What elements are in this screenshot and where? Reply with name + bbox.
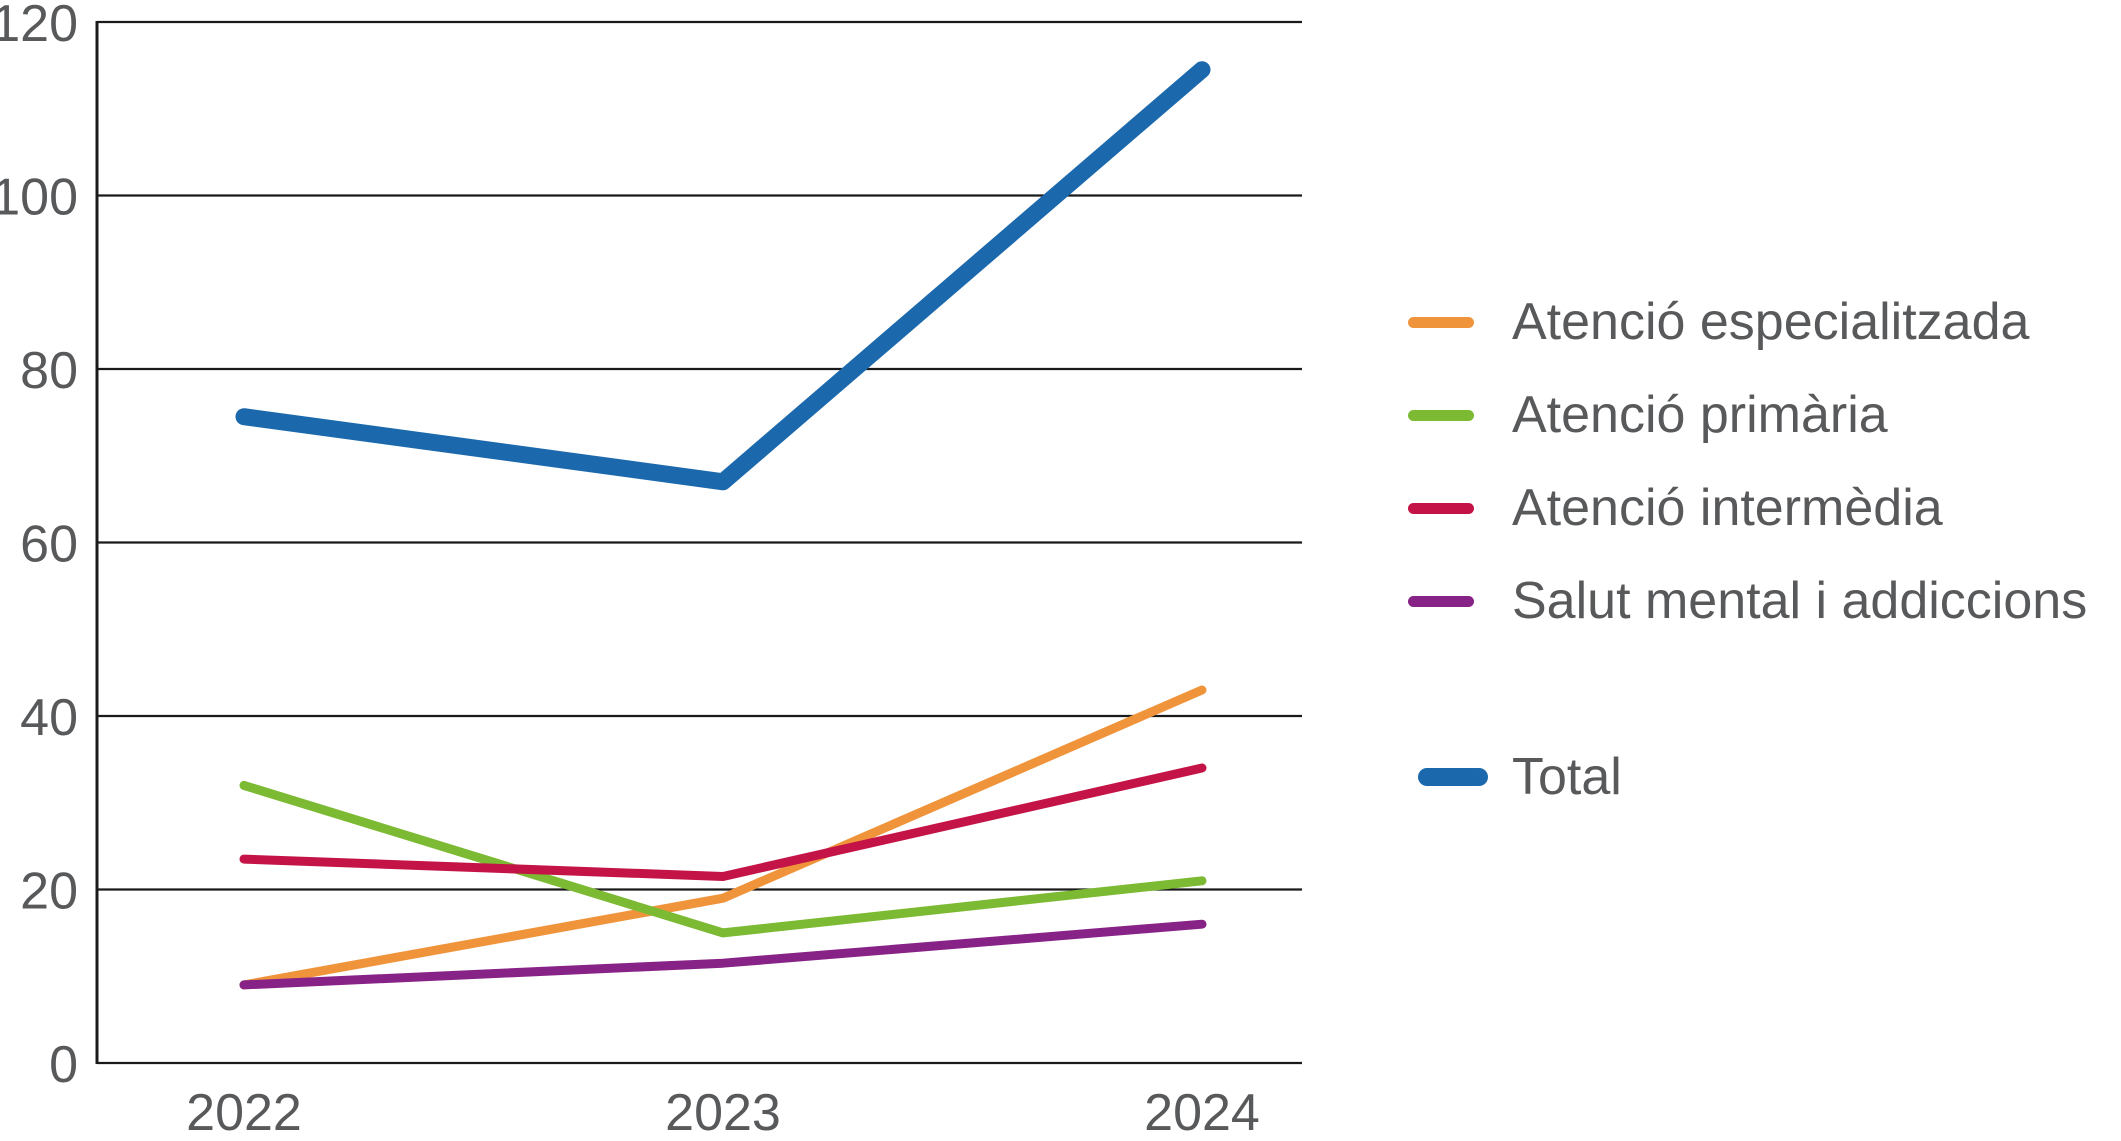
legend-label: Atenció intermèdia bbox=[1512, 479, 1943, 537]
legend-item-atencio-intermedia: Atenció intermèdia bbox=[1408, 476, 1943, 540]
legend-item-atencio-primaria: Atenció primària bbox=[1408, 383, 1888, 447]
legend-swatch-box bbox=[1408, 409, 1512, 421]
series-line-atencio-especialitzada bbox=[239, 685, 1207, 990]
legend-label: Atenció primària bbox=[1512, 386, 1888, 444]
legend-item-atencio-especialitzada: Atenció especialitzada bbox=[1408, 290, 2029, 354]
legend-swatch-box bbox=[1408, 595, 1512, 607]
legend-line-swatch-green bbox=[1408, 409, 1474, 421]
legend-item-total: Total bbox=[1408, 745, 1622, 809]
legend-swatch-box bbox=[1408, 316, 1512, 328]
x-tick-label-2024: 2024 bbox=[1144, 1084, 1260, 1141]
y-tick-label-40: 40 bbox=[20, 689, 78, 747]
legend-swatch-box bbox=[1408, 768, 1512, 786]
chart-plot-area: 0 20 40 60 80 100 120 2022 2023 2024 bbox=[0, 0, 1302, 1141]
legend-item-salut-mental-i-addiccions: Salut mental i addiccions bbox=[1408, 569, 2087, 633]
series-line-atencio-primaria bbox=[239, 780, 1207, 938]
series-line-atencio-intermedia bbox=[239, 763, 1207, 881]
series-line-total bbox=[235, 61, 1211, 491]
legend-label: Salut mental i addiccions bbox=[1512, 572, 2088, 630]
legend-line-swatch-purple bbox=[1408, 595, 1474, 607]
x-tick-label-2023: 2023 bbox=[665, 1084, 781, 1141]
legend-label: Total bbox=[1512, 748, 1622, 806]
legend-line-swatch-orange bbox=[1408, 316, 1474, 328]
y-tick-label-60: 60 bbox=[20, 516, 78, 574]
legend-line-swatch-blue bbox=[1418, 768, 1488, 786]
y-tick-label-20: 20 bbox=[20, 863, 78, 921]
legend-swatch-box bbox=[1408, 502, 1512, 514]
y-tick-label-120: 120 bbox=[0, 0, 78, 53]
y-tick-label-100: 100 bbox=[0, 169, 78, 227]
series-line-salut-mental-i-addiccions bbox=[239, 919, 1207, 990]
legend-label: Atenció especialitzada bbox=[1512, 293, 2030, 351]
y-tick-label-80: 80 bbox=[20, 342, 78, 400]
legend-line-swatch-red bbox=[1408, 502, 1474, 514]
y-tick-label-0: 0 bbox=[49, 1036, 78, 1094]
x-tick-label-2022: 2022 bbox=[186, 1084, 302, 1141]
